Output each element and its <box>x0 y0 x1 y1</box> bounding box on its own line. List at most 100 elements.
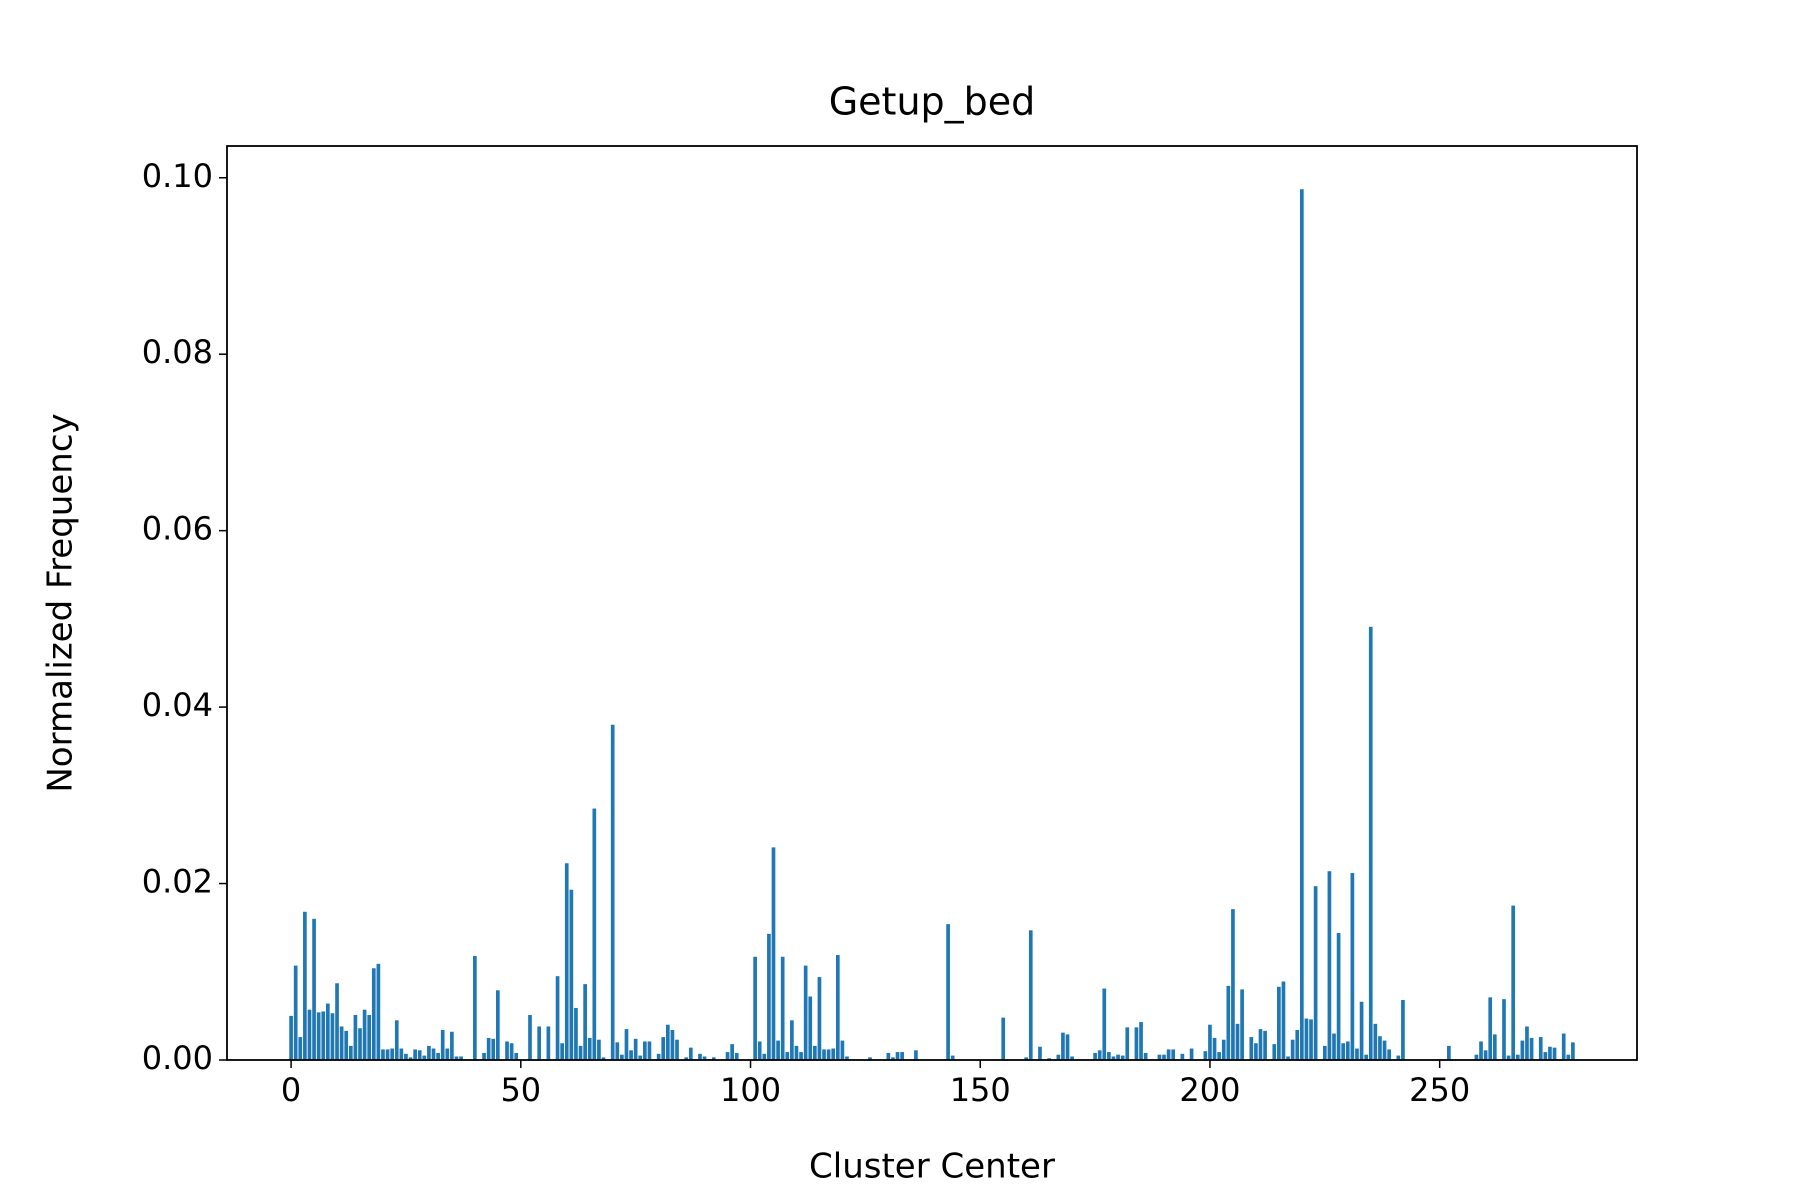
bar <box>1162 1054 1166 1060</box>
bar <box>725 1052 730 1060</box>
bar <box>353 1015 358 1060</box>
bar <box>293 965 298 1060</box>
bar <box>1492 1034 1497 1060</box>
bar <box>335 983 339 1060</box>
bar <box>684 1057 689 1060</box>
bar <box>670 1030 675 1060</box>
bar <box>514 1052 519 1060</box>
bar <box>633 1038 638 1060</box>
bar <box>587 1037 592 1060</box>
bar <box>780 956 785 1060</box>
bar <box>1571 1042 1575 1060</box>
bar <box>675 1039 679 1060</box>
bar <box>891 1057 895 1060</box>
bar <box>344 1030 349 1060</box>
bar <box>495 990 500 1060</box>
bar <box>1359 1001 1364 1060</box>
bar <box>1221 1039 1226 1060</box>
bar <box>367 1015 372 1060</box>
bar <box>1139 1022 1143 1060</box>
x-tick-label: 100 <box>720 1071 781 1109</box>
y-tick-label: 0.06 <box>142 510 213 548</box>
bar <box>688 1047 693 1060</box>
bar <box>422 1055 427 1060</box>
bar <box>1272 1044 1277 1060</box>
bar <box>665 1024 670 1060</box>
bar <box>1056 1054 1061 1060</box>
bar <box>1566 1054 1571 1060</box>
bar <box>583 984 587 1060</box>
bar <box>592 808 597 1060</box>
bar <box>482 1052 486 1060</box>
bar <box>1061 1032 1065 1060</box>
bar <box>1552 1047 1557 1060</box>
bar <box>486 1037 491 1060</box>
bar <box>615 1042 620 1060</box>
bar <box>1208 1024 1212 1060</box>
bar <box>1143 1052 1148 1060</box>
bar <box>1543 1052 1548 1060</box>
bar <box>1300 189 1304 1060</box>
bar <box>1290 1039 1295 1060</box>
bar <box>895 1052 900 1060</box>
bar <box>1529 1037 1534 1060</box>
bar <box>1038 1046 1042 1060</box>
bar <box>946 924 950 1060</box>
bar <box>1212 1037 1217 1060</box>
bar <box>1125 1027 1130 1060</box>
bar <box>326 1003 330 1060</box>
bar <box>564 863 569 1060</box>
bar <box>734 1052 739 1060</box>
bar <box>1401 1000 1405 1060</box>
bar <box>1322 1045 1327 1060</box>
bar <box>643 1041 647 1060</box>
bar <box>390 1048 395 1060</box>
bar <box>1286 1056 1290 1060</box>
bar <box>1001 1017 1006 1060</box>
bar <box>1295 1030 1300 1060</box>
bar <box>381 1049 385 1060</box>
bar <box>413 1049 417 1060</box>
bar <box>1368 626 1373 1060</box>
bar <box>1065 1034 1070 1060</box>
bar <box>1511 905 1516 1060</box>
bar <box>1226 985 1231 1060</box>
bar <box>1525 1026 1529 1060</box>
bar <box>445 1048 450 1060</box>
bar <box>316 1012 321 1060</box>
x-axis-label: Cluster Center <box>809 1147 1055 1187</box>
bar <box>321 1011 326 1060</box>
bar <box>698 1053 702 1060</box>
bar <box>339 1026 344 1060</box>
bar <box>597 1039 601 1060</box>
bar <box>1024 1057 1029 1060</box>
bar <box>431 1048 436 1060</box>
bar <box>1235 1023 1240 1060</box>
bar <box>578 1045 583 1060</box>
bar <box>459 1056 463 1060</box>
x-tick-label: 50 <box>500 1071 541 1109</box>
bar <box>1332 1033 1336 1060</box>
bar <box>1479 1041 1483 1060</box>
bar <box>900 1052 904 1060</box>
bar <box>1378 1036 1382 1060</box>
y-tick-label: 0.04 <box>142 686 213 724</box>
bar <box>753 956 757 1060</box>
bar <box>767 933 771 1060</box>
bar <box>574 1007 578 1060</box>
bar <box>1336 932 1341 1060</box>
bar <box>546 1026 551 1060</box>
bar <box>307 1009 312 1060</box>
bar <box>560 1043 564 1060</box>
bar <box>808 996 813 1060</box>
bar <box>845 1056 849 1060</box>
bar <box>1350 872 1355 1060</box>
bar <box>661 1037 666 1060</box>
bar <box>601 1057 606 1060</box>
bar <box>358 1028 362 1060</box>
x-tick-label: 0 <box>281 1071 301 1109</box>
bar <box>1263 1030 1267 1060</box>
bar <box>1097 1050 1102 1060</box>
bar <box>1345 1041 1350 1060</box>
bar <box>1171 1049 1176 1060</box>
